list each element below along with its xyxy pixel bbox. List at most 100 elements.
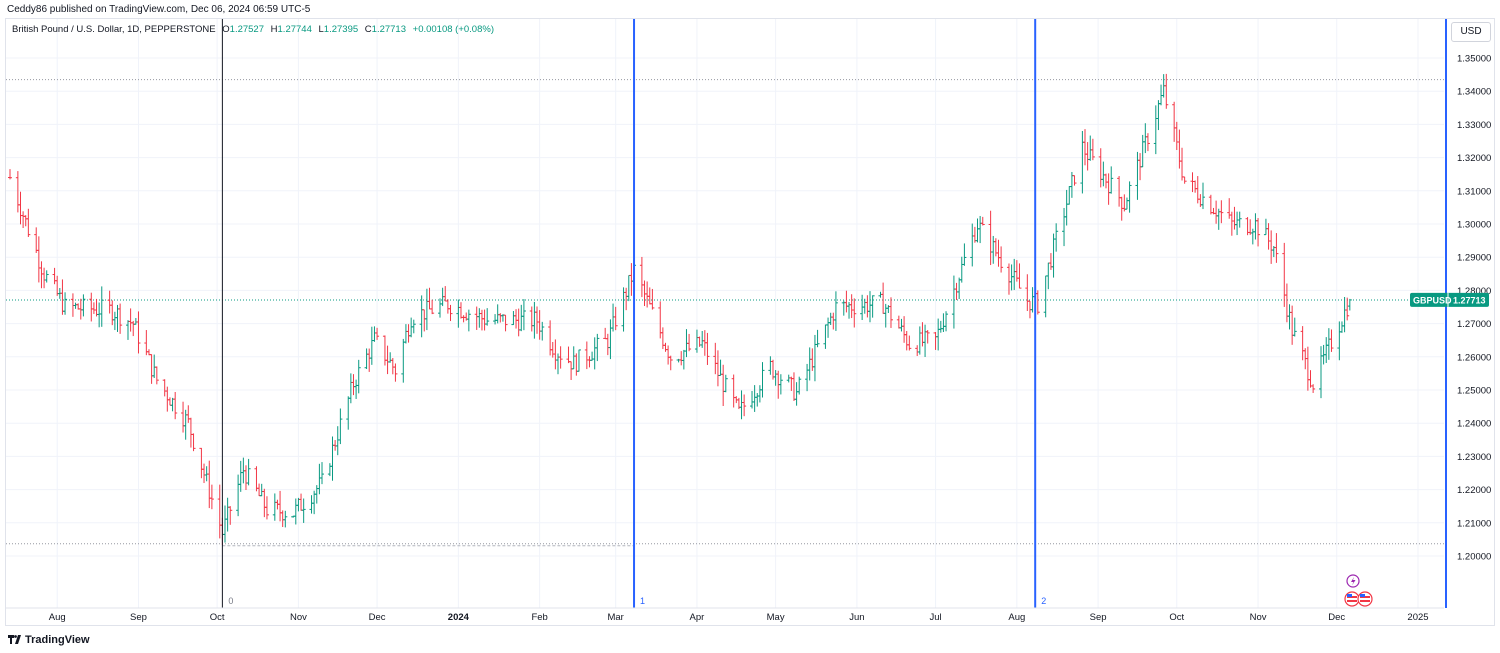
ohlc-bar: [815, 329, 820, 348]
currency-button[interactable]: USD: [1451, 22, 1491, 42]
ohlc-bar: [584, 341, 589, 370]
ohlc-bar: [1329, 329, 1334, 352]
ohlc-bar: [1117, 176, 1122, 207]
ohlc-bar: [1292, 317, 1297, 337]
ohlc-bar: [773, 370, 778, 386]
ohlc-bar: [576, 349, 581, 372]
ohlc-bar: [1080, 130, 1085, 194]
chart-frame: [5, 18, 1495, 626]
ohlc-bar: [1290, 305, 1295, 345]
ohlc-bar: [915, 345, 920, 357]
time-tick-label: Dec: [1328, 612, 1345, 623]
ohlc-bar: [107, 290, 112, 314]
time-tick-label: Sep: [130, 612, 147, 623]
ohlc-bar: [1025, 274, 1030, 312]
ohlc-bar: [280, 510, 285, 528]
ohlc-bar: [1253, 213, 1258, 240]
ohlc-bar: [1180, 147, 1185, 181]
ohlc-bar: [320, 462, 325, 485]
ohlc-bar: [388, 352, 393, 363]
ohlc-bar: [34, 227, 39, 254]
ohlc-bar: [173, 392, 178, 420]
open-label: O: [222, 24, 230, 35]
ohlc-bar: [162, 379, 167, 397]
time-tick-label: Nov: [290, 612, 307, 623]
ohlc-bar: [254, 466, 259, 492]
price-tick-label: 1.20000: [1457, 552, 1491, 563]
ohlc-bar: [959, 256, 964, 283]
price-tick-label: 1.29000: [1457, 253, 1491, 264]
ohlc-bar: [896, 315, 901, 329]
price-tick-label: 1.26000: [1457, 352, 1491, 363]
ohlc-bar: [1164, 73, 1169, 109]
ohlc-bar: [752, 385, 757, 412]
ohlc-bar: [1235, 211, 1240, 236]
price-tag-box[interactable]: [1410, 292, 1489, 307]
ohlc-bar: [445, 299, 450, 314]
ohlc-bar: [348, 373, 353, 404]
time-tick-label: Jul: [929, 612, 941, 623]
price-tag-symbol: GBPUSD: [1413, 295, 1452, 305]
ohlc-bar: [1219, 200, 1224, 224]
ohlc-bar: [558, 346, 563, 369]
ohlc-bar: [283, 510, 288, 528]
ohlc-bar: [207, 460, 212, 509]
ohlc-bar: [1200, 182, 1205, 210]
ohlc-bar: [865, 295, 870, 318]
ohlc-bar: [975, 218, 980, 243]
ohlc-bar: [511, 311, 516, 326]
ohlc-bar: [262, 488, 267, 518]
event-icons: [1344, 574, 1373, 607]
ohlc-bar: [621, 287, 626, 332]
time-tick-label: Feb: [531, 612, 547, 623]
ohlc-bar: [888, 297, 893, 328]
ohlc-bar: [1250, 228, 1255, 245]
ohlc-bar: [482, 309, 487, 331]
price-tick-label: 1.34000: [1457, 87, 1491, 98]
ohlc-bar: [1017, 263, 1022, 289]
ohlc-bar: [739, 390, 744, 420]
ohlc-bar: [951, 275, 956, 329]
ohlc-bar: [907, 335, 912, 351]
ohlc-bar: [477, 308, 482, 328]
ohlc-bar: [91, 302, 96, 314]
ohlc-bar: [705, 332, 710, 365]
ohlc-bar: [338, 408, 343, 445]
price-axis: 1.35000 1.34000 1.33000 1.32000 1.31000 1.300…: [1457, 54, 1491, 563]
ohlc-bar: [498, 313, 503, 323]
ohlc-bar: [881, 282, 886, 314]
ohlc-bar: [778, 374, 783, 395]
symbol-legend: British Pound / U.S. Dollar, 1D, PEPPERS…: [12, 24, 494, 35]
ohlc-bar: [629, 263, 634, 296]
ohlc-bar: [980, 216, 985, 226]
ohlc-bar: [149, 354, 154, 384]
ohlc-bar: [390, 357, 395, 375]
ohlc-bar: [993, 238, 998, 257]
ohlc-bar: [1172, 101, 1177, 142]
ohlc-bar: [422, 309, 427, 332]
tradingview-brand[interactable]: TradingView: [8, 634, 90, 646]
ohlc-bar: [1090, 138, 1095, 161]
ohlc-bar: [868, 291, 873, 323]
ohlc-bar: [1109, 166, 1114, 194]
ohlc-bar: [1227, 198, 1232, 219]
ohlc-bar: [23, 215, 28, 227]
ohlc-bar: [1159, 84, 1164, 106]
ohlc-bar: [731, 374, 736, 408]
time-axis: Aug Sep Oct Nov Dec 2024 Feb Mar Apr May Jun Jul Aug…: [6, 607, 1444, 623]
change-value: +0.00108 (+0.08%): [412, 24, 494, 35]
symbol-name[interactable]: British Pound / U.S. Dollar, 1D, PEPPERS…: [12, 24, 216, 35]
ohlc-bar: [970, 223, 975, 267]
ohlc-bar: [566, 346, 571, 364]
ohlc-bar: [125, 320, 130, 340]
ohlc-bar: [128, 308, 133, 332]
ohlc-bar: [663, 342, 668, 352]
ohlc-bar: [170, 397, 175, 412]
ohlc-bar: [1326, 328, 1331, 360]
ohlc-bar: [55, 275, 60, 296]
ohlc-bar: [666, 345, 671, 365]
ohlc-bar: [1043, 275, 1048, 318]
ohlc-bar: [372, 326, 377, 342]
ohlc-bar: [1232, 206, 1237, 230]
